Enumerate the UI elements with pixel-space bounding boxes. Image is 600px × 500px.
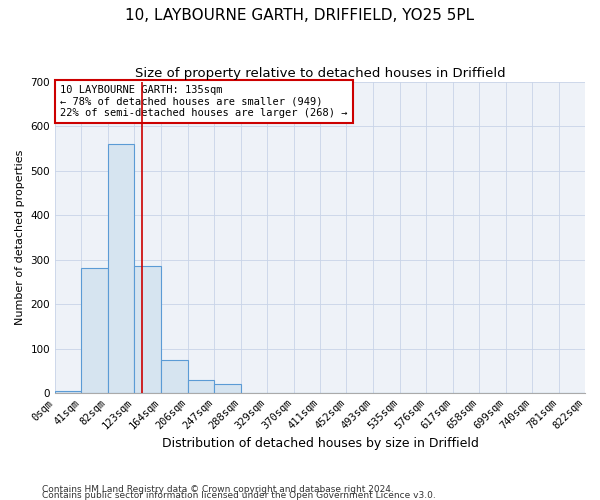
Bar (214, 384, 241, 393)
Bar (108, 144, 134, 393)
Text: Contains public sector information licensed under the Open Government Licence v3: Contains public sector information licen… (42, 490, 436, 500)
Text: 10, LAYBOURNE GARTH, DRIFFIELD, YO25 5PL: 10, LAYBOURNE GARTH, DRIFFIELD, YO25 5PL (125, 8, 475, 22)
Bar (55, 391, 82, 393)
X-axis label: Distribution of detached houses by size in Driffield: Distribution of detached houses by size … (161, 437, 478, 450)
Bar (82, 268, 108, 393)
Title: Size of property relative to detached houses in Driffield: Size of property relative to detached ho… (135, 68, 505, 80)
Bar (134, 266, 161, 393)
Bar (161, 360, 188, 393)
Text: 10 LAYBOURNE GARTH: 135sqm
← 78% of detached houses are smaller (949)
22% of sem: 10 LAYBOURNE GARTH: 135sqm ← 78% of deta… (61, 85, 348, 118)
Y-axis label: Number of detached properties: Number of detached properties (15, 150, 25, 325)
Text: Contains HM Land Registry data © Crown copyright and database right 2024.: Contains HM Land Registry data © Crown c… (42, 484, 394, 494)
Bar (188, 380, 214, 393)
